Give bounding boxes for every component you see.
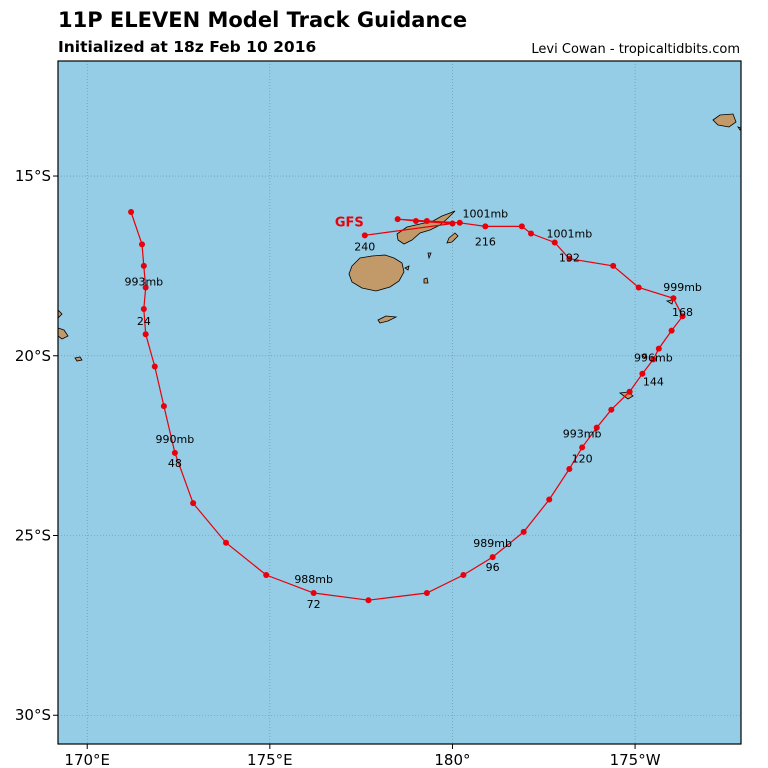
forecast-hour-label: 192: [559, 252, 580, 265]
track-point: [610, 262, 617, 269]
land-masses: [58, 113, 741, 400]
track-point: [190, 500, 197, 507]
track-point: [520, 528, 527, 535]
track-point: [593, 424, 600, 431]
track-point: [566, 466, 573, 473]
track-point: [460, 572, 467, 579]
track-point: [626, 388, 633, 395]
track-point: [310, 590, 317, 597]
track-point: [551, 239, 558, 246]
track-point: [263, 572, 270, 579]
map-title: 11P ELEVEN Model Track Guidance: [58, 8, 468, 32]
ocean-background: [58, 61, 741, 744]
gfs-track: 993mb 24 990mb 48 988mb 72 989mb 96 993mb 120 996m…: [124, 207, 701, 611]
track-point: [608, 406, 615, 413]
latitude-tick-label: 25°S: [15, 527, 51, 545]
pressure-label: 993mb: [563, 427, 602, 440]
track-point: [579, 444, 586, 451]
track-point: [423, 590, 430, 597]
track-point: [668, 327, 675, 334]
longitude-tick-label: 170°E: [64, 751, 110, 768]
track-point: [171, 449, 178, 456]
forecast-hour-label: 144: [643, 375, 664, 388]
island-small-1: [404, 265, 410, 271]
island-viti-levu: [348, 254, 405, 292]
island-vanuatu-edge-2: [58, 327, 69, 340]
pressure-label: 999mb: [663, 281, 702, 294]
track-point: [151, 363, 158, 370]
pressure-label: 1001mb: [546, 228, 592, 241]
track-point: [546, 496, 553, 503]
island-samoa: [712, 113, 737, 128]
track-labels: 993mb 24 990mb 48 988mb 72 989mb 96 993mb 120 996m…: [124, 207, 701, 611]
track-points: [128, 208, 686, 604]
island-vanuatu-edge-1: [58, 309, 63, 319]
track-point: [223, 539, 230, 546]
latitude-tick-label: 20°S: [15, 347, 51, 365]
pressure-label: 990mb: [156, 433, 195, 446]
track-point: [142, 284, 149, 291]
track-point: [139, 241, 146, 248]
track-point: [140, 306, 147, 313]
track-point: [566, 255, 573, 262]
track-point: [142, 331, 149, 338]
track-point: [639, 370, 646, 377]
track-point: [635, 284, 642, 291]
latitude-axis: 15°S 20°S 25°S 30°S: [15, 167, 58, 724]
island-small-3: [423, 277, 429, 284]
track-point: [361, 232, 368, 239]
track-point: [365, 597, 372, 604]
track-point: [449, 220, 456, 227]
island-kadavu: [377, 315, 398, 324]
track-point: [412, 217, 419, 224]
island-vanuatu-small: [74, 356, 83, 362]
longitude-tick-label: 175°W: [610, 751, 661, 768]
latitude-tick-label: 30°S: [15, 706, 51, 724]
init-time-subtitle: Initialized at 18z Feb 10 2016: [58, 38, 317, 56]
pressure-label: 988mb: [294, 573, 333, 586]
track-point: [527, 230, 534, 237]
track-point: [482, 223, 489, 230]
forecast-hour-label: 240: [354, 240, 375, 253]
forecast-hour-label: 216: [475, 235, 496, 248]
pressure-label: 996mb: [634, 351, 673, 364]
track-point: [140, 262, 147, 269]
track-point: [394, 216, 401, 223]
track-point: [160, 403, 167, 410]
longitude-tick-label: 175°E: [247, 751, 293, 768]
track-point: [456, 219, 463, 226]
pressure-label: 989mb: [473, 537, 512, 550]
island-taveuni: [446, 232, 459, 244]
forecast-hour-label: 120: [572, 452, 593, 465]
track-point: [650, 356, 657, 363]
island-vavau: [665, 299, 674, 305]
forecast-hour-label: 96: [486, 561, 500, 574]
longitude-tick-label: 180°: [434, 751, 470, 768]
island-small-2: [427, 252, 432, 260]
track-point: [518, 223, 525, 230]
island-haapai: [641, 353, 647, 359]
author-credit: Levi Cowan - tropicaltidbits.com: [531, 42, 740, 57]
forecast-hour-label: 24: [137, 315, 151, 328]
track-point: [489, 554, 496, 561]
track-point: [679, 313, 686, 320]
track-point: [128, 208, 135, 215]
track-point: [655, 345, 662, 352]
track-point: [423, 217, 430, 224]
pressure-label: 1001mb: [462, 207, 508, 220]
latitude-tick-label: 15°S: [15, 167, 51, 185]
model-label: GFS: [335, 215, 364, 230]
map-frame: [57, 60, 742, 745]
forecast-hour-label: 168: [672, 306, 693, 319]
forecast-hour-label: 72: [307, 598, 321, 611]
forecast-hour-label: 48: [168, 457, 182, 470]
pressure-label: 993mb: [124, 276, 163, 289]
longitude-axis: 170°E 175°E 180° 175°W: [64, 744, 661, 768]
track-point: [670, 295, 677, 302]
